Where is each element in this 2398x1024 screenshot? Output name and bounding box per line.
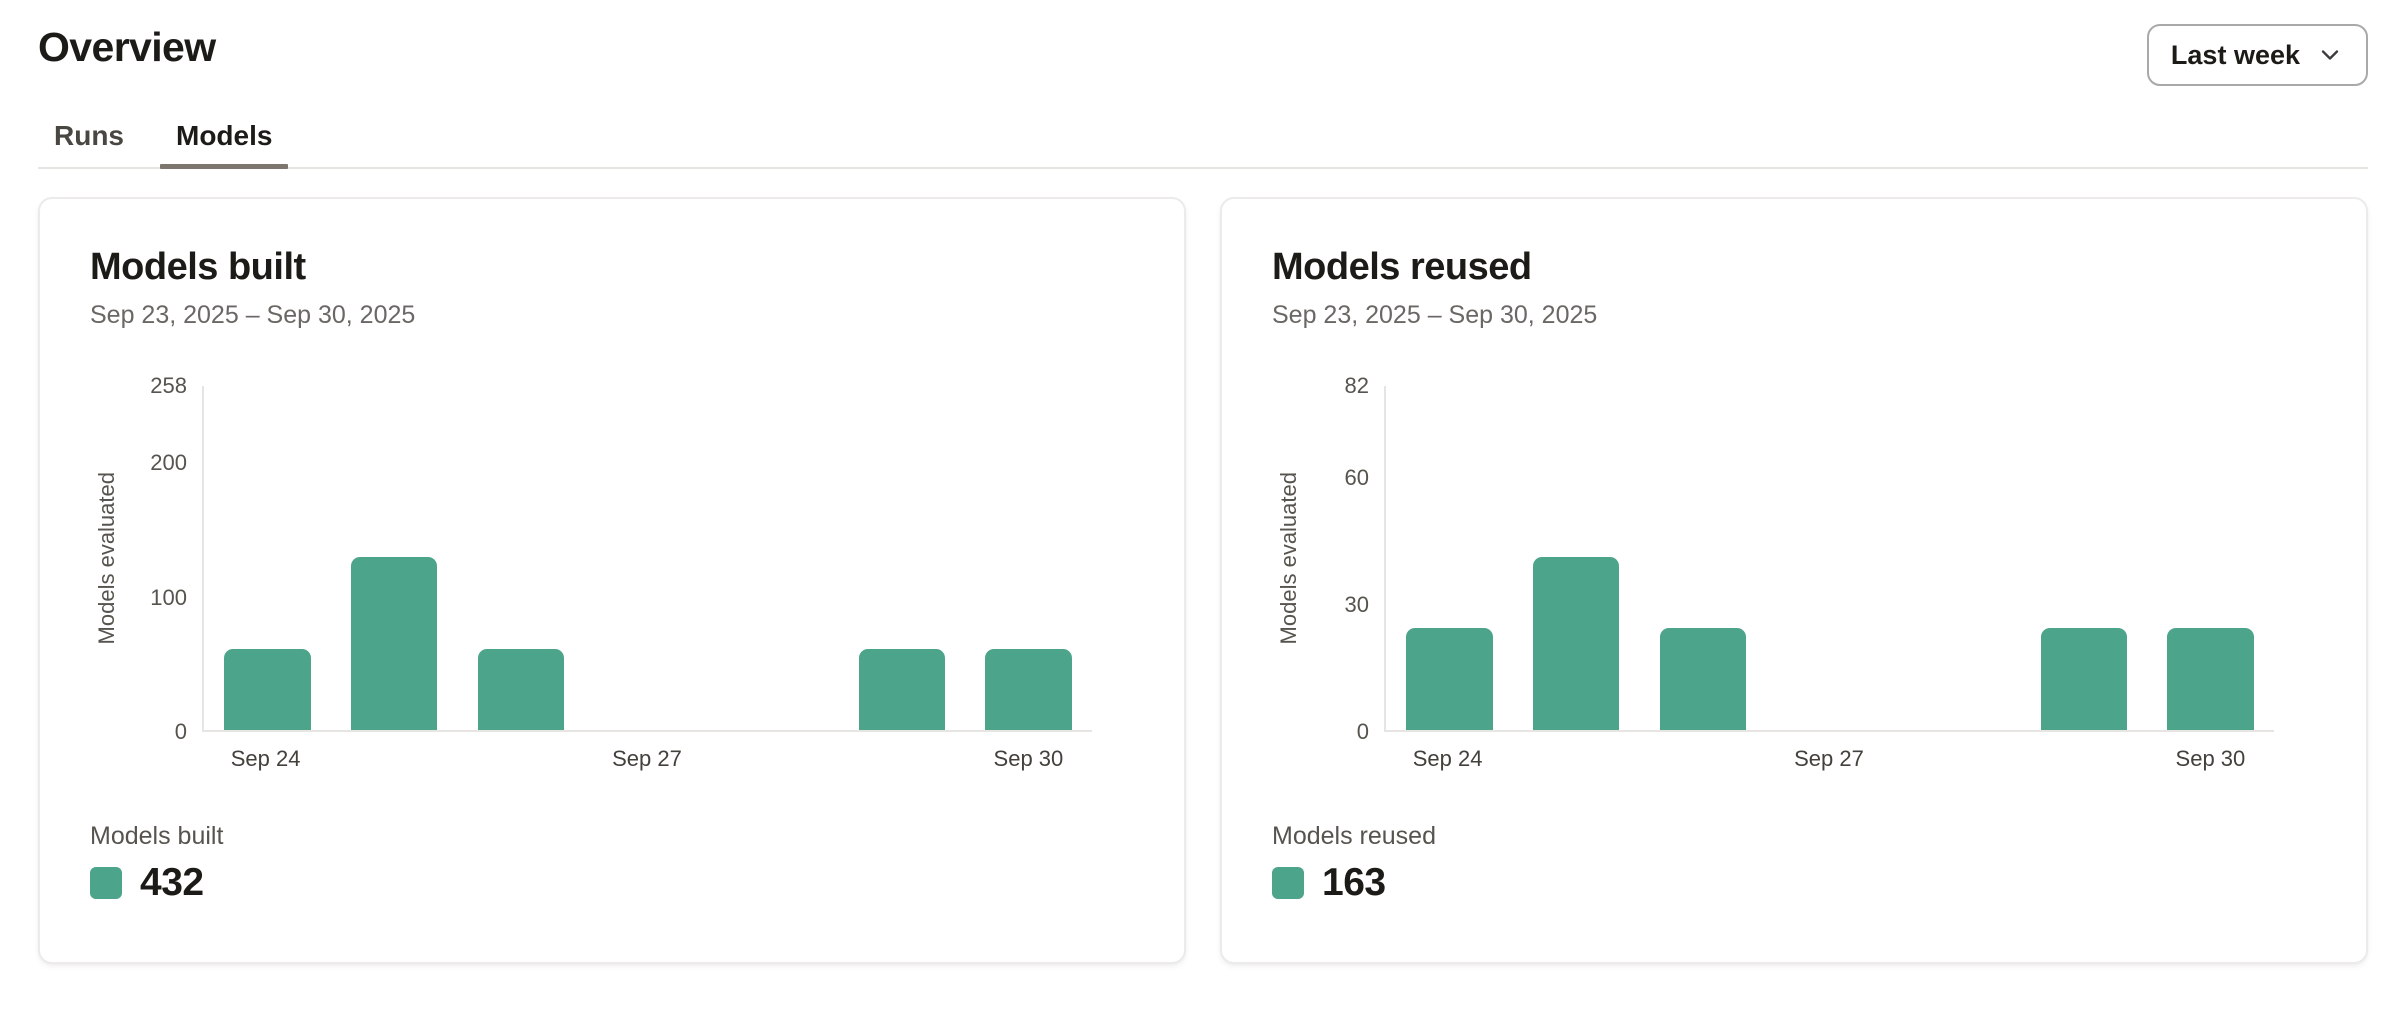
x-tick-label: Sep 24: [230, 745, 301, 771]
bar: [2167, 628, 2254, 730]
x-tick-label: Sep 24: [1412, 745, 1483, 771]
y-axis-label: Models evaluated: [1276, 472, 1301, 645]
legend-total-value: 163: [1322, 860, 1386, 904]
bar-slot: [458, 386, 585, 730]
page-title: Overview: [38, 24, 216, 70]
bar-slot: [965, 386, 1092, 730]
active-tab-indicator: [160, 164, 289, 169]
y-tick-label: 82: [1344, 372, 1369, 398]
tab-runs[interactable]: Runs: [54, 120, 124, 151]
y-tick-label: 258: [150, 372, 187, 398]
models-reused-bar-chart: Models evaluated 0 30 60 82 Sep 24 Sep 27 Sep…: [1272, 374, 2274, 778]
card-title: Models built: [90, 246, 306, 288]
bar: [351, 556, 438, 730]
chevron-down-icon: [2316, 41, 2344, 69]
bar-slot: [1893, 386, 2020, 730]
bar-slot: [204, 386, 331, 730]
bar: [1406, 628, 1493, 730]
legend-label: Models reused: [1272, 821, 1436, 850]
tab-models[interactable]: Models: [160, 120, 289, 169]
top-bar: Overview Last week: [0, 0, 2398, 86]
bar: [224, 649, 311, 730]
y-axis-ticks: 0 30 60 82: [1306, 374, 1384, 742]
card-date-range: Sep 23, 2025 – Sep 30, 2025: [1272, 300, 1598, 329]
legend-row: 432: [90, 861, 1134, 905]
bar: [858, 649, 945, 730]
bar: [985, 649, 1072, 730]
bar-slot: [1386, 386, 1513, 730]
y-axis-ticks: 0 100 200 258: [124, 374, 202, 742]
bar-slot: [1513, 386, 1640, 730]
bar-slot: [2147, 386, 2274, 730]
models-built-card: Models built Sep 23, 2025 – Sep 30, 2025…: [38, 197, 1186, 964]
y-tick-label: 0: [1356, 718, 1369, 744]
bar-slot: [331, 386, 458, 730]
bar: [1660, 628, 1747, 730]
bar-slot: [2020, 386, 2147, 730]
bar-slot: [838, 386, 965, 730]
bar: [2040, 628, 2127, 730]
legend-label: Models built: [90, 821, 224, 850]
bar-slot: [1767, 386, 1894, 730]
y-tick-label: 100: [150, 584, 187, 610]
bar-slot: [1640, 386, 1767, 730]
date-range-dropdown-label: Last week: [2170, 39, 2300, 70]
x-axis-ticks: Sep 24 Sep 27 Sep 30: [1384, 732, 2274, 778]
plot-area: [202, 385, 1092, 732]
models-reused-card: Models reused Sep 23, 2025 – Sep 30, 202…: [1220, 197, 2368, 964]
card-title: Models reused: [1272, 246, 1532, 288]
legend-row: 163: [1272, 861, 2316, 905]
models-built-bar-chart: Models evaluated 0 100 200 258 Sep 24 Sep 27…: [90, 374, 1092, 778]
plot-area: [1384, 385, 2274, 732]
bar-slot: [711, 386, 838, 730]
x-tick-label: Sep 27: [1794, 745, 1864, 771]
x-tick-label: Sep 27: [612, 745, 682, 771]
bar-slot: [585, 386, 712, 730]
x-tick-label: Sep 30: [2175, 745, 2246, 771]
bar: [478, 649, 565, 730]
y-axis-label: Models evaluated: [94, 472, 119, 645]
card-date-range: Sep 23, 2025 – Sep 30, 2025: [90, 300, 416, 329]
x-tick-label: Sep 30: [993, 745, 1064, 771]
legend-total-value: 432: [140, 860, 204, 904]
y-tick-label: 60: [1344, 465, 1369, 491]
y-tick-label: 0: [174, 718, 187, 744]
date-range-dropdown[interactable]: Last week: [2146, 24, 2368, 86]
y-tick-label: 200: [150, 450, 187, 476]
legend-swatch: [1272, 866, 1304, 899]
y-tick-label: 30: [1344, 592, 1369, 618]
cards-row: Models built Sep 23, 2025 – Sep 30, 2025…: [38, 197, 2368, 964]
x-axis-ticks: Sep 24 Sep 27 Sep 30: [202, 732, 1092, 778]
bar: [1533, 556, 1620, 730]
legend-swatch: [90, 866, 122, 899]
tab-bar: Runs Models: [38, 120, 2368, 169]
